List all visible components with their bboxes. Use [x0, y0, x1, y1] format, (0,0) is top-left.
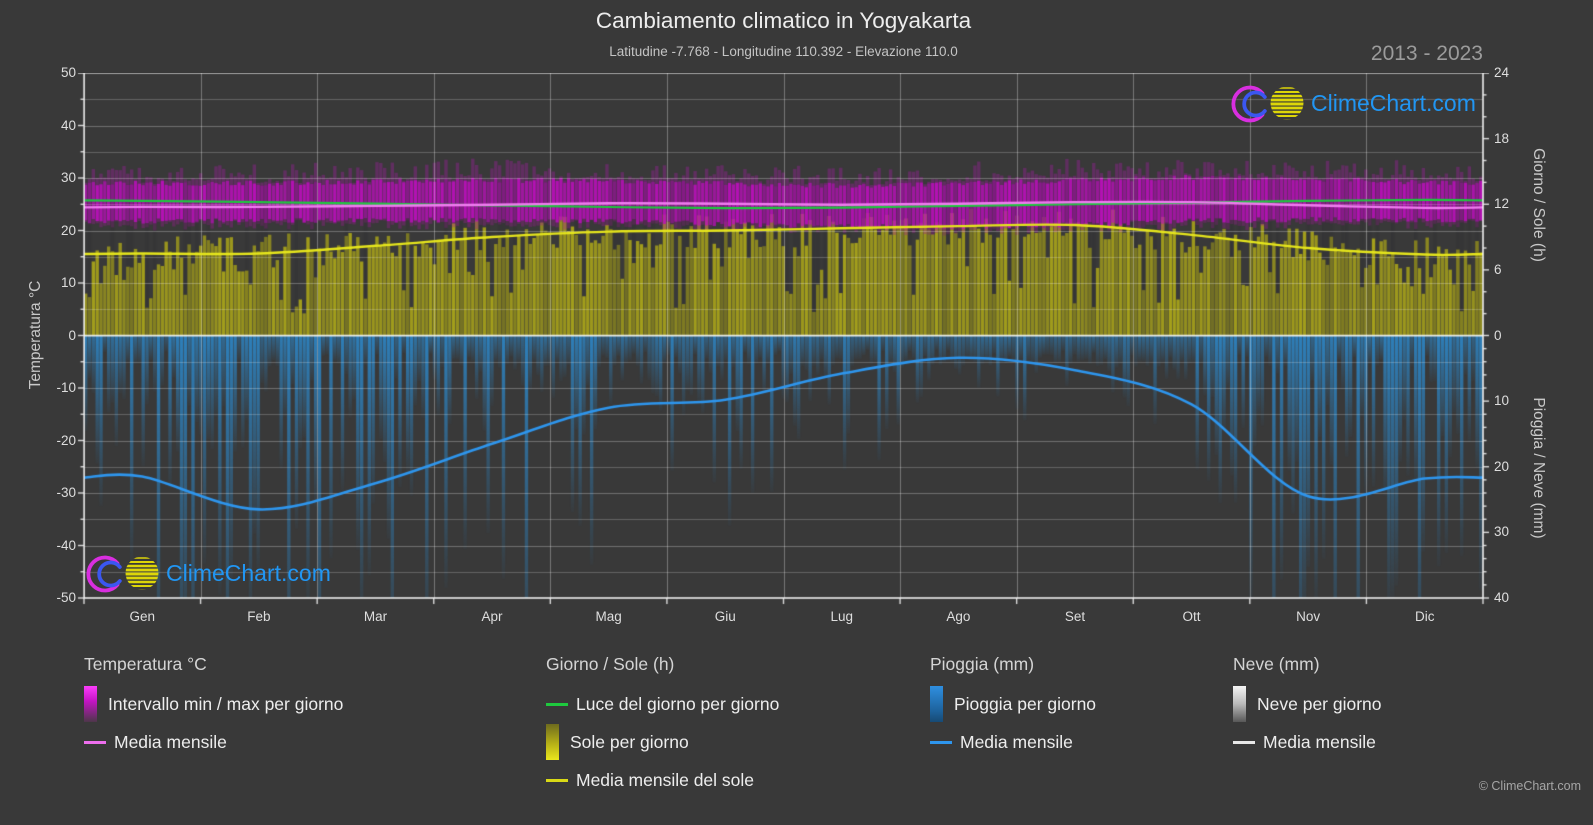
right-sun-tick-label: 24: [1494, 65, 1510, 80]
legend-item: Intervallo min / max per giorno: [84, 686, 343, 722]
right-rain-tick-label: 10: [1494, 393, 1510, 409]
month-label-apr: Apr: [481, 609, 503, 624]
legend-item: Media mensile: [930, 724, 1073, 760]
legend-item: Media mensile: [1233, 724, 1376, 760]
magenta-gradient-swatch: [84, 686, 97, 722]
left-axis-tick-label: -50: [56, 590, 76, 605]
year-range-label: 2013 - 2023: [1370, 42, 1483, 65]
white-gradient-swatch: [1233, 686, 1246, 722]
left-axis-tick-label: 0: [68, 327, 76, 343]
blue-gradient-swatch: [930, 686, 943, 722]
green-line-swatch: [546, 702, 568, 706]
legend-item-label: Neve per giorno: [1257, 693, 1382, 714]
month-label-ago: Ago: [946, 609, 971, 624]
yellow-line-swatch: [546, 778, 568, 782]
month-label-feb: Feb: [247, 609, 271, 624]
legend-item-label: Luce del giorno per giorno: [576, 693, 780, 714]
legend-item: Media mensile: [84, 724, 227, 760]
left-axis-tick-label: 10: [60, 275, 76, 290]
left-axis-tick-label: -10: [56, 380, 76, 395]
right-sun-tick-label: 0: [1494, 327, 1502, 343]
right-rain-tick-label: 30: [1494, 524, 1510, 540]
legend-item-label: Media mensile: [960, 731, 1073, 752]
legend-item-label: Media mensile: [1263, 731, 1376, 752]
page-subtitle: Latitudine -7.768 - Longitudine 110.392 …: [609, 44, 958, 59]
climate-chart-canvas: [74, 73, 1493, 606]
page-title: Cambiamento climatico in Yogyakarta: [595, 8, 972, 33]
legend-item-label: Pioggia per giorno: [954, 693, 1097, 714]
left-axis-tick-label: 30: [60, 170, 76, 185]
left-axis-tick-label: -30: [56, 485, 76, 500]
month-label-dic: Dic: [1414, 609, 1435, 624]
legend-item-label: Media mensile del sole: [576, 769, 755, 790]
legend-item-label: Sole per giorno: [570, 731, 689, 752]
right-rain-tick-label: 40: [1494, 590, 1510, 605]
month-label-giu: Giu: [714, 609, 736, 624]
legend-item: Luce del giorno per giorno: [546, 686, 779, 722]
legend-item: Pioggia per giorno: [930, 686, 1096, 722]
legend-group-title: Neve (mm): [1233, 654, 1320, 674]
yellow-gradient-swatch: [546, 724, 559, 760]
month-label-mag: Mag: [595, 609, 622, 624]
left-axis-tick-label: 40: [60, 117, 76, 133]
month-label-nov: Nov: [1296, 609, 1321, 624]
month-label-mar: Mar: [363, 609, 388, 624]
right-rain-tick-label: 20: [1494, 458, 1510, 474]
white-line-swatch: [1233, 740, 1255, 744]
month-label-ott: Ott: [1182, 609, 1201, 624]
legend-item-label: Media mensile: [114, 731, 227, 752]
month-label-lug: Lug: [830, 609, 854, 624]
left-axis-tick-label: 20: [60, 222, 76, 238]
legend-item-label: Intervallo min / max per giorno: [108, 693, 344, 714]
legend-item: Media mensile del sole: [546, 762, 754, 798]
copyright-label: © ClimeChart.com: [1478, 779, 1581, 793]
legend-item: Sole per giorno: [546, 724, 689, 760]
right-sun-tick-label: 12: [1494, 196, 1510, 212]
legend-group-title: Giorno / Sole (h): [546, 654, 675, 674]
magenta-line-swatch: [84, 740, 106, 744]
blue-line-swatch: [930, 740, 952, 744]
legend-group-title: Temperatura °C: [84, 654, 207, 674]
left-axis-tick-label: 50: [60, 65, 76, 80]
right-sun-tick-label: 6: [1494, 261, 1502, 277]
legend-group-title: Pioggia (mm): [930, 654, 1035, 674]
month-label-gen: Gen: [129, 609, 156, 624]
month-label-set: Set: [1064, 609, 1086, 624]
left-axis-tick-label: -40: [56, 537, 76, 553]
right-sun-tick-label: 18: [1494, 130, 1510, 146]
left-axis-tick-label: -20: [56, 432, 76, 448]
legend-item: Neve per giorno: [1233, 686, 1382, 722]
